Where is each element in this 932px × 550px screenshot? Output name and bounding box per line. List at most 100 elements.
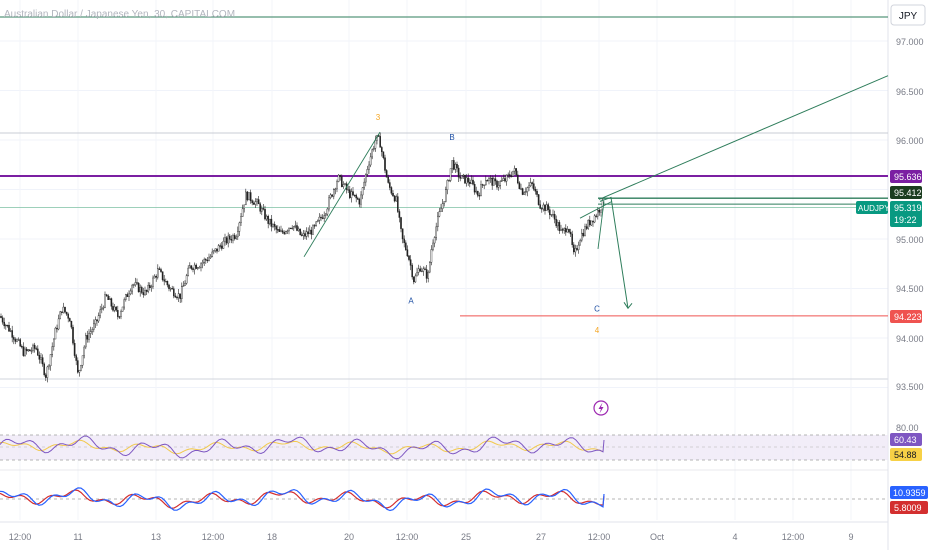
candle-body	[581, 232, 583, 241]
candle-body	[488, 177, 490, 181]
candle-body	[182, 285, 185, 287]
candle-body	[112, 306, 114, 311]
candle-body	[278, 229, 281, 232]
candle-body	[0, 316, 2, 318]
candle-body	[499, 181, 502, 186]
candle-body	[177, 293, 180, 298]
candle-body	[582, 232, 585, 236]
candle-body	[3, 321, 5, 327]
candle-body	[381, 147, 383, 153]
candle-body	[61, 311, 63, 313]
candle-body	[510, 175, 513, 178]
candle-body	[262, 208, 265, 210]
candle-body	[475, 190, 478, 193]
candle-body	[9, 330, 12, 332]
candle-body	[198, 267, 201, 269]
candle-body	[216, 248, 218, 252]
macd-line[interactable]	[0, 487, 605, 512]
candle-body	[419, 268, 422, 272]
candle-body	[16, 339, 18, 342]
time-label: 9	[848, 532, 853, 542]
candle-body	[485, 180, 487, 186]
candle-body	[413, 276, 415, 283]
candle-body	[331, 194, 334, 197]
candle-body	[236, 231, 239, 238]
candle-body	[174, 295, 177, 298]
candle-body	[257, 199, 260, 205]
candle-body	[473, 184, 476, 193]
candle-body	[600, 209, 602, 213]
candle-body	[344, 183, 346, 185]
candle-body	[78, 370, 81, 373]
grid	[0, 0, 888, 520]
candle-body	[84, 335, 87, 348]
candle-body	[144, 289, 146, 295]
candle-body	[17, 339, 20, 341]
candle-body	[81, 355, 84, 366]
price-tick-97000: 97.000	[896, 37, 924, 47]
candle-body	[565, 228, 567, 233]
lightning-icon[interactable]	[593, 400, 609, 416]
projection-arrow-down	[599, 196, 629, 309]
candle-body	[12, 337, 15, 340]
candle-body	[180, 286, 183, 299]
candle-body	[536, 190, 538, 195]
candle-body	[169, 288, 172, 290]
currency-button[interactable]: JPY	[890, 4, 926, 26]
trend-line-1	[303, 131, 381, 258]
price-axis[interactable]: 97.000 96.500 96.000 95.000 94.500 94.00…	[896, 37, 924, 433]
candle-body	[409, 259, 412, 266]
time-label: 11	[73, 532, 82, 542]
candle-body	[232, 235, 234, 241]
candle-body	[243, 204, 246, 210]
candle-body	[462, 174, 465, 177]
wave-label-c: C	[594, 304, 600, 313]
candle-body	[337, 174, 340, 182]
candle-body	[261, 208, 263, 212]
candle-body	[598, 209, 601, 213]
candle-body	[433, 237, 436, 244]
candle-body	[209, 256, 212, 259]
candle-body	[150, 286, 153, 288]
candle-body	[486, 180, 489, 182]
badge-macd: 10.9359	[890, 486, 928, 499]
candle-body	[54, 327, 57, 340]
candle-body	[534, 189, 537, 192]
candle-body	[421, 270, 423, 273]
badge-rsi: 60.43	[890, 433, 922, 446]
candle-body	[584, 226, 586, 236]
candle-body	[334, 188, 337, 190]
svg-text:JPY: JPY	[899, 11, 918, 22]
candle-body	[329, 194, 332, 199]
time-axis[interactable]: 12:00 11 13 12:00 18 20 12:00 25 27 12:0…	[9, 532, 854, 542]
svg-text:95.319: 95.319	[894, 203, 922, 213]
rsi-line[interactable]	[0, 435, 605, 460]
candle-body	[480, 184, 482, 197]
candle-body	[105, 294, 108, 297]
candle-body	[401, 228, 404, 240]
candle-body	[299, 228, 302, 236]
candle-body	[195, 264, 198, 269]
candle-body	[168, 284, 170, 289]
candle-body	[531, 182, 533, 184]
candle-body	[448, 180, 450, 182]
candle-body	[424, 268, 426, 270]
drawings[interactable]	[303, 75, 889, 310]
svg-text:19:22: 19:22	[894, 215, 917, 225]
candle-body	[441, 203, 444, 209]
time-label: 25	[461, 532, 471, 542]
candle-body	[373, 148, 375, 150]
candle-body	[33, 344, 36, 349]
candle-body	[108, 298, 111, 301]
candle-body	[280, 230, 282, 232]
candle-body	[592, 220, 594, 223]
candle-body	[166, 281, 169, 286]
candle-body	[406, 249, 409, 257]
candle-body	[57, 318, 60, 330]
candle-body	[120, 311, 122, 317]
candle-body	[521, 188, 524, 195]
candle-body	[235, 236, 238, 239]
candlestick-series[interactable]	[0, 132, 604, 383]
candle-body	[392, 193, 394, 197]
